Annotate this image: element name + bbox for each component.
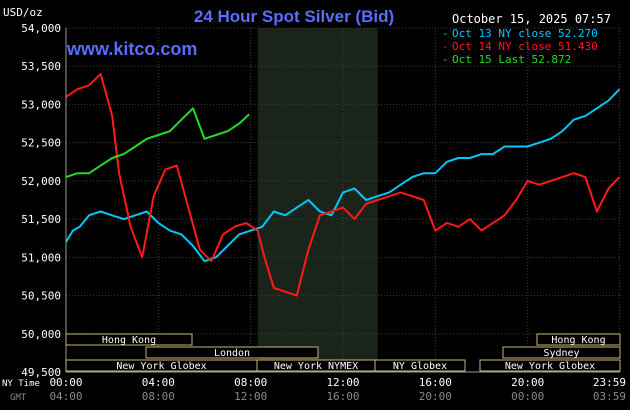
nymex-highlight — [257, 28, 378, 372]
legend-marker: - — [442, 40, 449, 53]
series-line-oct-13 — [65, 88, 621, 263]
x-tick-label-gmt: 12:00 — [234, 390, 267, 403]
session-bar — [374, 359, 466, 372]
x-tick-label-gmt: 20:00 — [419, 390, 452, 403]
session-bar — [65, 333, 193, 346]
session-bar — [145, 346, 319, 359]
legend: - Oct 13 NY close 52.270- Oct 14 NY close … — [442, 27, 598, 66]
series-line-oct-15 — [65, 107, 250, 179]
x-tick-label-ny: 12:00 — [326, 376, 359, 389]
legend-marker: - — [442, 53, 449, 66]
y-tick-label: 51,000 — [21, 251, 61, 264]
session-bar — [502, 346, 621, 359]
x-tick-label-ny: 16:00 — [419, 376, 452, 389]
x-tick-label-gmt: 08:00 — [142, 390, 175, 403]
session-bar — [536, 333, 621, 346]
session-label: NY Globex — [393, 361, 447, 372]
watermark: www.kitco.com — [66, 39, 197, 59]
y-tick-label: 50,500 — [21, 290, 61, 303]
session-label: New York NYMEX — [274, 361, 358, 372]
plot-area — [65, 27, 621, 372]
timestamp: October 15, 2025 07:57 — [452, 12, 611, 26]
series-line-oct-14 — [65, 72, 621, 297]
chart-title: 24 Hour Spot Silver (Bid) — [194, 7, 394, 26]
y-tick-label: 52,500 — [21, 137, 61, 150]
x-tick-label-gmt: 03:59 — [593, 390, 626, 403]
y-tick-label: 51,500 — [21, 213, 61, 226]
y-tick-label: 52,000 — [21, 175, 61, 188]
x-tick-label-ny: 00:00 — [49, 376, 82, 389]
legend-entry: Oct 14 NY close 51.430 — [452, 40, 598, 53]
session-label: London — [214, 348, 250, 359]
legend-entry: Oct 13 NY close 52.270 — [452, 27, 598, 40]
x-tick-label-gmt: 00:00 — [511, 390, 544, 403]
trading-sessions: Hong Kong London New York Globex New York N… — [65, 333, 621, 372]
session-bar — [479, 359, 621, 372]
session-label: New York Globex — [505, 361, 595, 372]
session-label: Hong Kong — [102, 335, 156, 346]
y-tick-label: 53,500 — [21, 60, 61, 73]
session-label: New York Globex — [116, 361, 206, 372]
y-tick-label: 53,000 — [21, 98, 61, 111]
axes: 54,000 53,500 53,000 52,500 52,000 51,500 51,0… — [2, 22, 626, 403]
session-label: Sydney — [543, 348, 579, 359]
y-axis-unit-label: USD/oz — [3, 6, 43, 19]
x-tick-label-ny: 04:00 — [142, 376, 175, 389]
x-tick-label-ny: 08:00 — [234, 376, 267, 389]
legend-entry: Oct 15 Last 52.872 — [452, 53, 571, 66]
y-tick-label: 50,000 — [21, 328, 61, 341]
legend-marker: - — [442, 27, 449, 40]
x-axis-label-gmt: GMT — [10, 393, 27, 403]
x-tick-label-ny: 20:00 — [511, 376, 544, 389]
y-tick-label: 49,500 — [21, 366, 61, 379]
session-label: Hong Kong — [551, 335, 605, 346]
y-tick-label: 54,000 — [21, 22, 61, 35]
x-tick-label-gmt: 16:00 — [326, 390, 359, 403]
x-tick-label-gmt: 04:00 — [49, 390, 82, 403]
x-tick-label-ny: 23:59 — [593, 376, 626, 389]
x-axis-label-ny: NY Time — [2, 379, 40, 389]
